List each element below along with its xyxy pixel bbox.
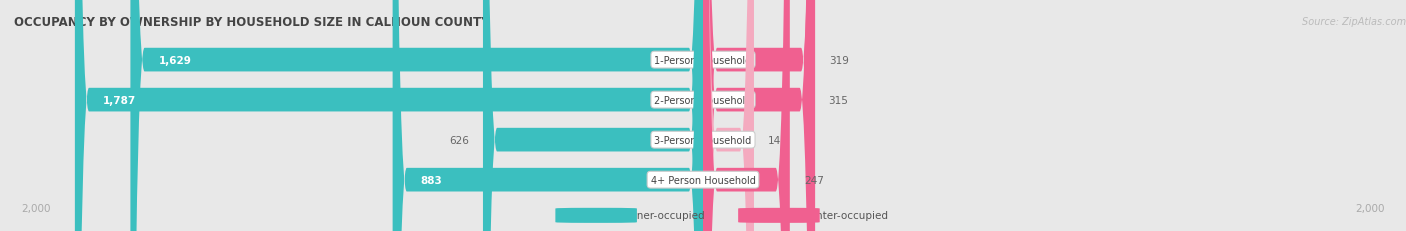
FancyBboxPatch shape [738, 208, 820, 223]
Text: OCCUPANCY BY OWNERSHIP BY HOUSEHOLD SIZE IN CALHOUN COUNTY: OCCUPANCY BY OWNERSHIP BY HOUSEHOLD SIZE… [14, 16, 489, 29]
Text: 1-Person Household: 1-Person Household [654, 55, 752, 65]
Text: 247: 247 [804, 175, 824, 185]
Text: 2-Person Household: 2-Person Household [654, 95, 752, 105]
FancyBboxPatch shape [703, 0, 754, 231]
FancyBboxPatch shape [392, 0, 703, 231]
Text: 315: 315 [828, 95, 848, 105]
Text: 1,787: 1,787 [103, 95, 136, 105]
FancyBboxPatch shape [703, 0, 814, 231]
Text: 4+ Person Household: 4+ Person Household [651, 175, 755, 185]
Text: 626: 626 [449, 135, 468, 145]
Text: 319: 319 [830, 55, 849, 65]
Text: Renter-occupied: Renter-occupied [803, 210, 887, 220]
FancyBboxPatch shape [484, 0, 703, 231]
Text: 145: 145 [768, 135, 787, 145]
Text: 2,000: 2,000 [1355, 204, 1385, 213]
FancyBboxPatch shape [75, 0, 703, 231]
Text: 2,000: 2,000 [21, 204, 51, 213]
FancyBboxPatch shape [131, 0, 703, 231]
Text: Owner-occupied: Owner-occupied [620, 210, 704, 220]
FancyBboxPatch shape [703, 0, 815, 231]
FancyBboxPatch shape [555, 208, 637, 223]
FancyBboxPatch shape [703, 0, 790, 231]
Text: 1,629: 1,629 [159, 55, 191, 65]
Text: 883: 883 [420, 175, 443, 185]
Text: Source: ZipAtlas.com: Source: ZipAtlas.com [1302, 17, 1406, 27]
Text: 3-Person Household: 3-Person Household [654, 135, 752, 145]
